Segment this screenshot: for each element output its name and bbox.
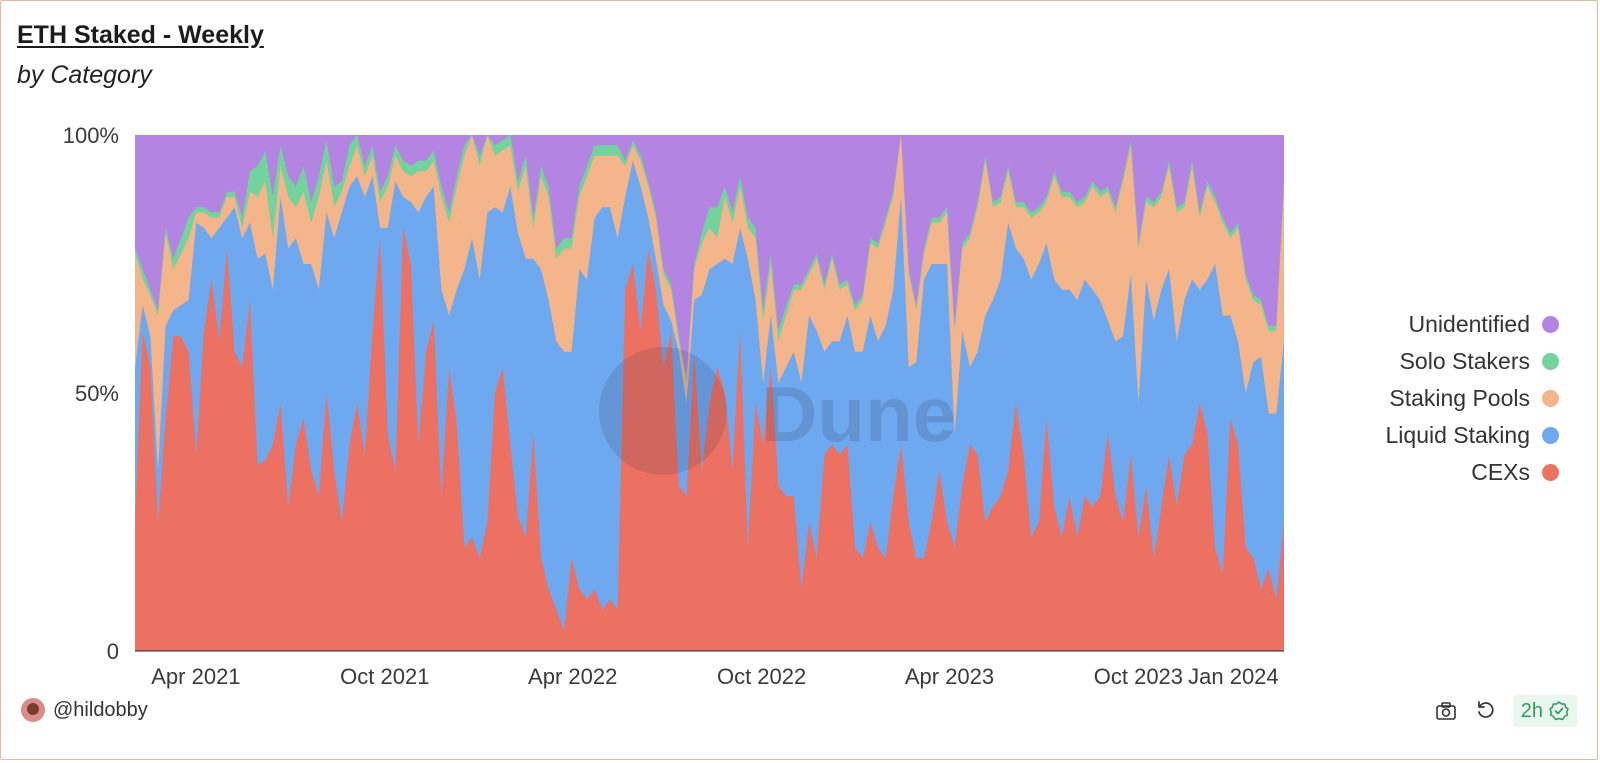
refresh-age-badge[interactable]: 2h	[1512, 695, 1577, 727]
chart-title[interactable]: ETH Staked - Weekly	[17, 21, 264, 49]
legend-dot-icon	[1542, 353, 1559, 370]
dune-logo-icon	[599, 347, 727, 475]
y-tick-label: 100%	[63, 123, 119, 148]
x-axis: Apr 2021 Oct 2021 Apr 2022 Oct 2022 Apr 2023…	[135, 650, 1284, 689]
x-tick-label: Apr 2022	[528, 664, 617, 689]
area-layers	[135, 135, 1284, 652]
legend-label: CEXs	[1471, 459, 1530, 485]
legend-dot-icon	[1542, 390, 1559, 407]
author-name: @hildobby	[53, 698, 148, 721]
legend-dot-icon	[1542, 427, 1559, 444]
camera-icon[interactable]	[1433, 698, 1459, 724]
x-tick-label: Jan 2024	[1188, 664, 1279, 689]
y-axis: 0 50% 100%	[63, 123, 119, 664]
legend-label: Solo Stakers	[1399, 348, 1530, 374]
legend-label: Liquid Staking	[1385, 422, 1531, 448]
legend-dot-icon	[1542, 464, 1559, 481]
dune-watermark: Dune	[599, 347, 956, 475]
legend-label: Unidentified	[1408, 311, 1530, 337]
y-tick-label: 50%	[75, 381, 119, 406]
area-cexs[interactable]	[135, 227, 1284, 651]
x-tick-label: Oct 2023	[1094, 664, 1183, 689]
legend-item-liquid-staking[interactable]: Liquid Staking	[1385, 417, 1559, 454]
legend-label: Staking Pools	[1389, 385, 1530, 411]
avatar	[21, 698, 45, 722]
check-badge-icon	[1549, 701, 1569, 721]
legend-item-staking-pools[interactable]: Staking Pools	[1386, 380, 1559, 417]
dune-watermark-text: Dune	[761, 370, 956, 458]
refresh-age: 2h	[1520, 699, 1543, 722]
author-link[interactable]: @hildobby	[21, 698, 148, 722]
x-tick-label: Apr 2021	[151, 664, 240, 689]
legend-dot-icon	[1542, 316, 1559, 333]
footer-toolbar: 2h	[1433, 695, 1577, 727]
y-tick-label: 0	[107, 639, 119, 664]
x-tick-label: Oct 2022	[717, 664, 806, 689]
x-tick-label: Apr 2023	[905, 664, 994, 689]
legend: Unidentified Solo Stakers Staking Pools …	[1385, 306, 1559, 491]
legend-item-cexs[interactable]: CEXs	[1386, 454, 1559, 491]
refresh-icon[interactable]	[1473, 698, 1499, 724]
legend-item-unidentified[interactable]: Unidentified	[1386, 306, 1559, 343]
legend-item-solo-stakers[interactable]: Solo Stakers	[1386, 343, 1559, 380]
x-tick-label: Oct 2021	[340, 664, 429, 689]
chart-subtitle: by Category	[17, 61, 152, 89]
